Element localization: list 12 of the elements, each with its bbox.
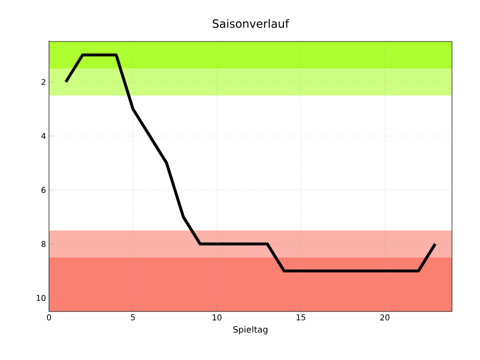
chart-title: Saisonverlauf xyxy=(212,19,290,28)
x-tick-label: 15 xyxy=(296,314,306,320)
x-axis-title: Spieltag xyxy=(233,326,268,334)
x-tick-label: 20 xyxy=(380,314,390,320)
x-tick-label: 0 xyxy=(46,314,52,320)
x-tick-label: 10 xyxy=(212,314,222,320)
y-tick-label: 10 xyxy=(36,294,46,301)
y-tick-label: 2 xyxy=(42,78,46,85)
y-tick-label: 4 xyxy=(41,133,46,139)
x-tick-label: 5 xyxy=(131,314,135,320)
y-tick-label: 6 xyxy=(42,186,46,193)
y-tick-label: 8 xyxy=(42,240,46,247)
